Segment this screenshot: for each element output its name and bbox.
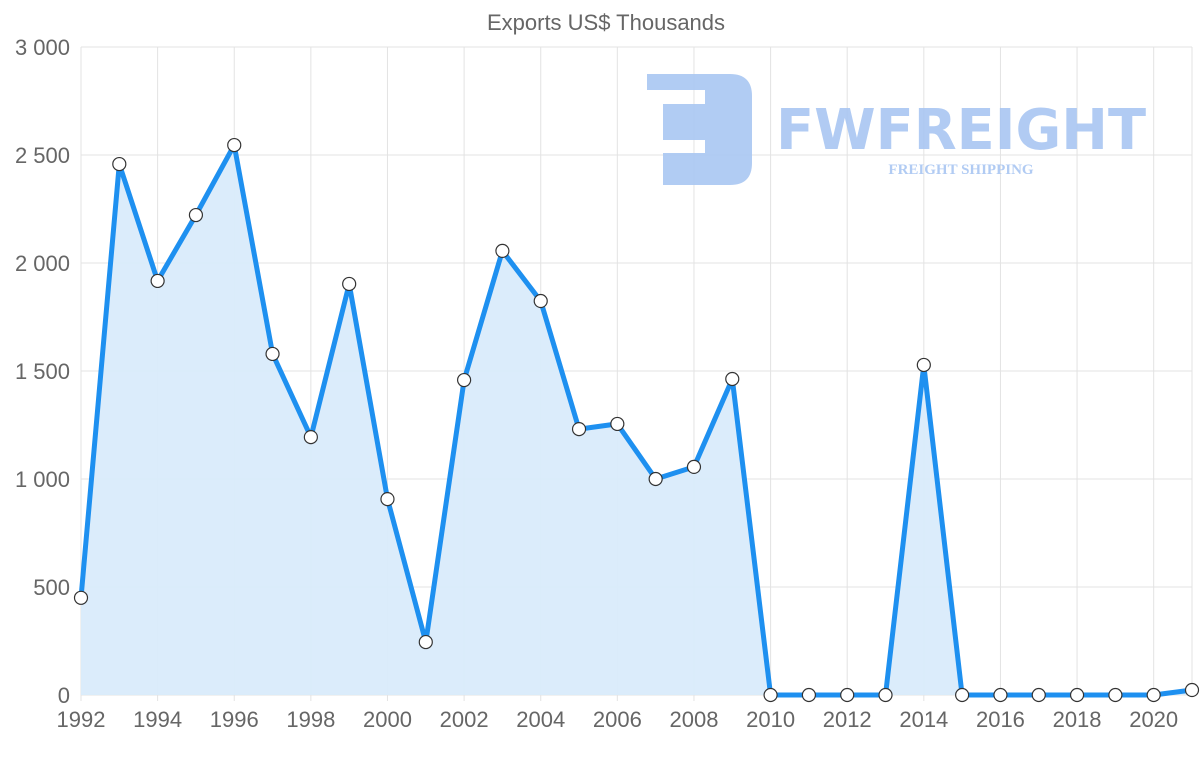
- data-point-2019[interactable]: [1108, 687, 1123, 703]
- data-point-2014[interactable]: [916, 357, 931, 373]
- x-tick-label: 2006: [593, 707, 642, 732]
- x-tick-label: 2016: [976, 707, 1025, 732]
- data-point-2016[interactable]: [993, 687, 1008, 703]
- x-tick-label: 2020: [1129, 707, 1178, 732]
- x-tick-label: 1998: [286, 707, 335, 732]
- series-area-fill: [81, 145, 1192, 696]
- data-point-2017[interactable]: [1031, 687, 1046, 703]
- x-tick-label: 1996: [210, 707, 259, 732]
- data-point-1997[interactable]: [265, 346, 280, 362]
- x-tick-label: 2004: [516, 707, 565, 732]
- x-tick-label: 1992: [57, 707, 106, 732]
- data-point-2008[interactable]: [686, 459, 702, 475]
- data-point-2000[interactable]: [380, 491, 395, 507]
- x-tick-label: 2018: [1053, 707, 1102, 732]
- x-axis-ticks: 1992 1994 1996 1998 2000 2002 2004 2006 2008 2010…: [57, 707, 1179, 732]
- data-point-2005[interactable]: [571, 422, 587, 437]
- watermark-tagline: FREIGHT SHIPPING: [888, 162, 1033, 178]
- y-tick-label: 2 500: [15, 143, 70, 168]
- data-point-1993[interactable]: [112, 156, 127, 172]
- y-tick-label: 0: [58, 683, 70, 708]
- x-tick-label: 2014: [899, 707, 948, 732]
- x-tick-label: 2010: [746, 707, 795, 732]
- data-point-2011[interactable]: [801, 687, 816, 703]
- data-point-1992[interactable]: [73, 590, 89, 605]
- x-tick-label: 2008: [669, 707, 718, 732]
- x-tick-label: 1994: [133, 707, 182, 732]
- data-point-2001[interactable]: [418, 634, 433, 650]
- data-point-2018[interactable]: [1069, 687, 1085, 703]
- y-axis-ticks: 0 500 1 000 1 500 2 000 2 500 3 000: [15, 35, 70, 708]
- y-tick-label: 3 000: [15, 35, 70, 60]
- data-point-2013[interactable]: [878, 687, 893, 703]
- watermark-brand: FWFREIGHT: [776, 98, 1146, 163]
- data-point-2009[interactable]: [725, 371, 740, 387]
- y-tick-label: 1 000: [15, 467, 70, 492]
- data-point-1999[interactable]: [342, 276, 357, 292]
- y-tick-label: 1 500: [15, 359, 70, 384]
- x-tick-label: 2012: [823, 707, 872, 732]
- y-tick-label: 500: [33, 575, 70, 600]
- y-tick-label: 2 000: [15, 251, 70, 276]
- data-point-1998[interactable]: [303, 429, 318, 445]
- data-point-2015[interactable]: [955, 687, 970, 703]
- fwfreight-watermark-logo: FWFREIGHT FREIGHT SHIPPING: [647, 74, 1146, 185]
- data-point-1996[interactable]: [227, 137, 242, 153]
- data-point-2004[interactable]: [533, 293, 548, 309]
- data-point-2012[interactable]: [840, 687, 855, 703]
- data-point-2010[interactable]: [763, 687, 778, 703]
- data-point-1995[interactable]: [188, 207, 204, 223]
- x-tick-label: 2000: [363, 707, 412, 732]
- logo-mark-icon: [647, 74, 752, 185]
- data-point-2020[interactable]: [1146, 687, 1161, 703]
- series: [73, 137, 1200, 703]
- data-point-2007[interactable]: [648, 471, 663, 487]
- data-point-2021[interactable]: [1184, 682, 1200, 698]
- x-tick-label: 2002: [440, 707, 489, 732]
- data-point-2002[interactable]: [457, 372, 472, 388]
- chart-title: Exports US$ Thousands: [487, 10, 725, 35]
- data-point-1994[interactable]: [150, 273, 165, 289]
- data-point-2006[interactable]: [610, 416, 625, 432]
- data-point-2003[interactable]: [495, 243, 510, 259]
